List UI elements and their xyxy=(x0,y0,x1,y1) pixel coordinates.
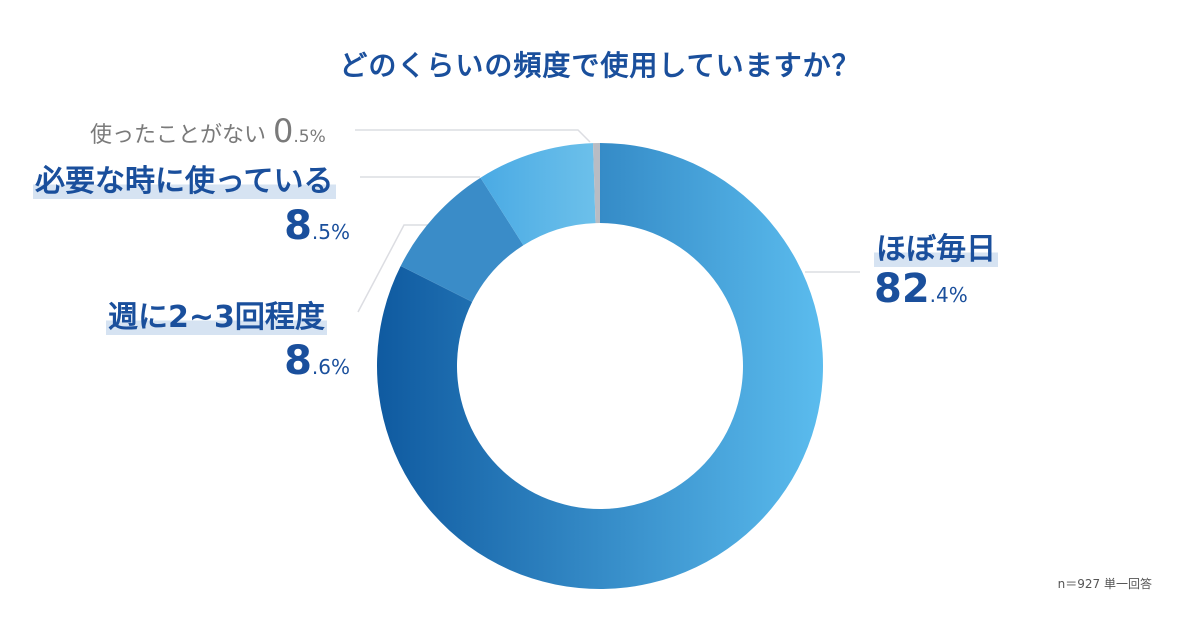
label-daily: ほぼ毎日 xyxy=(874,224,998,268)
pct-daily-dec: .4% xyxy=(929,283,968,307)
label-never-dec: .5% xyxy=(293,127,326,147)
label-as-needed-text: 必要な時に使っている xyxy=(33,164,336,199)
label-weekly-text: 週に2~3回程度 xyxy=(106,300,327,335)
sample-note: n＝927 単一回答 xyxy=(1057,577,1152,591)
label-never: 使ったことがない 0.5% xyxy=(90,112,326,150)
donut-segments xyxy=(377,143,824,589)
label-weekly: 週に2~3回程度 xyxy=(106,292,327,336)
segment-weekly xyxy=(400,177,524,302)
pct-as-needed-int: 8 xyxy=(284,203,312,249)
leader-never xyxy=(355,129,591,143)
segment-daily xyxy=(377,143,824,589)
label-daily-text: ほぼ毎日 xyxy=(874,232,998,267)
label-never-text: 使ったことがない xyxy=(90,123,267,148)
label-never-int: 0 xyxy=(273,112,294,150)
pct-weekly: 8.6% xyxy=(284,338,350,384)
leader-weekly xyxy=(357,224,430,313)
pct-as-needed: 8.5% xyxy=(284,203,350,249)
pct-weekly-dec: .6% xyxy=(311,355,350,379)
pct-as-needed-dec: .5% xyxy=(311,220,350,244)
label-as-needed: 必要な時に使っている xyxy=(33,156,336,200)
chart-title: どのくらいの頻度で使用していますか？ xyxy=(339,49,861,82)
pct-daily: 82.4% xyxy=(874,266,968,312)
segment-never xyxy=(592,143,600,224)
pct-daily-int: 82 xyxy=(874,266,930,312)
pct-weekly-int: 8 xyxy=(284,338,312,384)
segment-as-needed xyxy=(480,143,596,246)
